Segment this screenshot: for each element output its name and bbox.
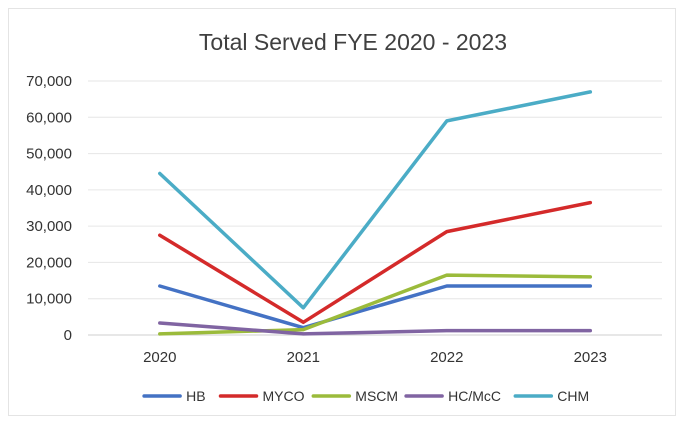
- y-tick-label: 60,000: [26, 109, 72, 126]
- chart-frame: [8, 8, 676, 416]
- x-tick-label: 2021: [287, 349, 320, 366]
- y-tick-label: 30,000: [26, 218, 72, 235]
- series-line-hb: [158, 284, 593, 330]
- y-tick-label: 20,000: [26, 254, 72, 271]
- series-line-myco: [158, 200, 593, 325]
- x-tick-label: 2022: [430, 349, 463, 366]
- series-line-mscm: [158, 273, 593, 336]
- y-tick-label: 10,000: [26, 291, 72, 308]
- y-tick-label: 50,000: [26, 146, 72, 163]
- chart-title: Total Served FYE 2020 - 2023: [199, 29, 507, 55]
- series-line-hc-mcc: [158, 321, 593, 336]
- legend-label: MYCO: [263, 388, 305, 404]
- y-tick-label: 40,000: [26, 182, 72, 199]
- legend-label: CHM: [557, 388, 589, 404]
- y-tick-label: 0: [64, 327, 72, 344]
- series-line-chm: [158, 90, 593, 310]
- y-tick-label: 70,000: [26, 73, 72, 90]
- legend-label: MSCM: [355, 388, 398, 404]
- x-tick-label: 2023: [574, 349, 607, 366]
- legend-label: HC/McC: [448, 388, 501, 404]
- legend-label: HB: [186, 388, 205, 404]
- x-tick-label: 2020: [143, 349, 176, 366]
